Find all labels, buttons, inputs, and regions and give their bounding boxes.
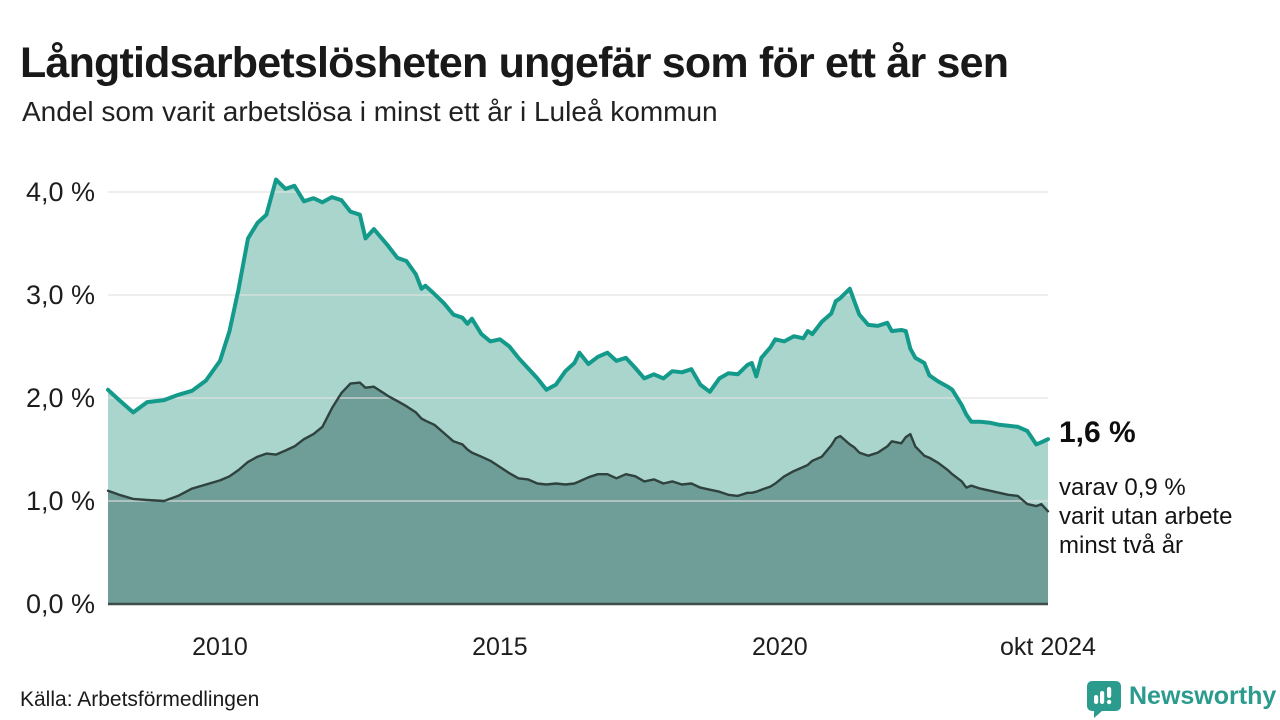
chart-subtitle: Andel som varit arbetslösa i minst ett å…	[22, 96, 718, 127]
x-tick-label: 2020	[752, 633, 808, 661]
series-line	[106, 177, 1050, 447]
y-tick-label: 3,0 %	[26, 280, 95, 310]
y-tick-label: 4,0 %	[26, 177, 95, 207]
y-tick-label: 2,0 %	[26, 383, 95, 413]
y-tick-label: 0,0 %	[26, 589, 95, 619]
newsworthy-icon	[1087, 681, 1121, 718]
x-tick-label: 2015	[472, 633, 528, 661]
latest-value-detail: varav 0,9 % varit utan arbete minst två …	[1059, 473, 1232, 560]
source-credit: Källa: Arbetsförmedlingen	[20, 688, 260, 711]
detail-line-1: varav 0,9 %	[1059, 474, 1186, 501]
series-line	[106, 381, 1050, 513]
detail-line-3: minst två år	[1059, 532, 1184, 559]
chart-title: Långtidsarbetslösheten ungefär som för e…	[20, 38, 1009, 87]
series-area-two-year	[108, 382, 1048, 604]
detail-line-2: varit utan arbete	[1059, 503, 1233, 530]
x-tick-label: 2010	[192, 633, 248, 661]
newsworthy-wordmark: Newsworthy	[1129, 682, 1277, 710]
y-tick-label: 1,0 %	[26, 486, 95, 516]
newsworthy-logo: Newsworthy	[1087, 681, 1276, 718]
latest-value-label: 1,6 %	[1059, 416, 1136, 449]
x-tick-label: okt 2024	[1000, 633, 1096, 661]
